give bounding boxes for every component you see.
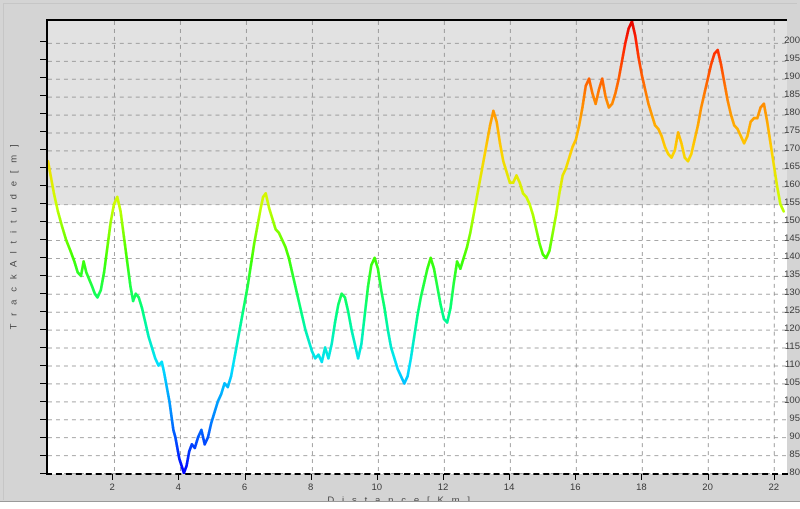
- y-tick-label: 130: [784, 287, 800, 298]
- x-tick-mark: [641, 474, 643, 480]
- y-tick-mark: [40, 41, 46, 42]
- y-tick-label: 110: [784, 359, 800, 370]
- y-tick-mark: [40, 437, 46, 438]
- y-tick-mark: [40, 275, 46, 276]
- y-tick-mark: [40, 113, 46, 114]
- y-tick-label: 190: [784, 71, 800, 82]
- y-tick-mark: [40, 59, 46, 60]
- y-tick-label: 95: [789, 413, 800, 424]
- y-tick-mark: [40, 167, 46, 168]
- x-tick-mark: [707, 474, 709, 480]
- plot-wrapper: [46, 19, 787, 474]
- x-tick-label: 2: [109, 482, 115, 493]
- y-tick-label: 155: [784, 197, 800, 208]
- y-tick-mark: [40, 293, 46, 294]
- y-tick-mark: [40, 239, 46, 240]
- x-tick-mark: [244, 474, 246, 480]
- y-tick-label: 100: [784, 395, 800, 406]
- x-tick-mark: [773, 474, 775, 480]
- window-bottom-strip: [0, 501, 800, 509]
- x-tick-label: 18: [636, 482, 647, 493]
- y-tick-label: 105: [784, 377, 800, 388]
- y-tick-label: 80: [789, 467, 800, 478]
- y-tick-mark: [40, 185, 46, 186]
- upper-shaded-band: [48, 21, 787, 205]
- y-tick-label: 160: [784, 179, 800, 190]
- y-tick-label: 185: [784, 89, 800, 100]
- x-tick-mark: [509, 474, 511, 480]
- x-tick-label: 4: [175, 482, 181, 493]
- x-tick-label: 22: [768, 482, 780, 493]
- y-tick-label: 150: [784, 215, 800, 226]
- y-tick-mark: [40, 257, 46, 258]
- x-tick-mark: [178, 474, 180, 480]
- plot-area[interactable]: [46, 19, 787, 474]
- y-tick-label: 175: [784, 125, 800, 136]
- x-tick-label: 12: [437, 482, 449, 493]
- y-tick-label: 195: [784, 53, 800, 64]
- y-tick-mark: [40, 203, 46, 204]
- y-tick-label: 125: [784, 305, 800, 316]
- x-tick-mark: [443, 474, 444, 480]
- y-tick-mark: [40, 329, 46, 330]
- y-tick-label: 200: [784, 35, 800, 46]
- y-tick-label: 180: [784, 107, 800, 118]
- y-tick-label: 145: [784, 233, 800, 244]
- y-tick-mark: [40, 131, 46, 132]
- x-tick-label: 16: [570, 482, 581, 493]
- y-axis-title: T r a c k A l t i t u d e [ m ]: [8, 141, 20, 330]
- y-tick-mark: [40, 419, 46, 420]
- y-tick-mark: [40, 347, 46, 348]
- x-axis-title: D i s t a n c e [ K m ]: [0, 495, 800, 506]
- y-tick-mark: [40, 401, 46, 402]
- gridlines: [48, 21, 787, 474]
- x-tick-label: 20: [702, 482, 713, 493]
- y-tick-label: 90: [789, 431, 800, 442]
- x-tick-label: 14: [503, 482, 515, 493]
- y-tick-mark: [40, 383, 46, 384]
- y-tick-mark: [40, 365, 46, 366]
- y-tick-label: 165: [784, 161, 800, 172]
- x-tick-mark: [376, 474, 378, 480]
- y-tick-mark: [40, 77, 46, 78]
- x-axis-baseline: [46, 473, 788, 475]
- y-tick-label: 85: [789, 449, 800, 460]
- x-tick-mark: [112, 474, 114, 480]
- y-tick-mark: [40, 149, 46, 150]
- x-tick-label: 8: [307, 482, 314, 493]
- x-tick-label: 6: [241, 482, 248, 493]
- x-tick-label: 10: [371, 482, 383, 493]
- y-tick-label: 140: [784, 251, 800, 262]
- y-tick-label: 170: [784, 143, 800, 154]
- x-tick-mark: [310, 474, 312, 480]
- y-tick-mark: [40, 221, 46, 222]
- y-tick-mark: [40, 95, 46, 96]
- altitude-profile-curve: [48, 21, 785, 474]
- y-tick-label: 115: [784, 341, 800, 352]
- y-tick-label: 135: [784, 269, 800, 280]
- y-tick-mark: [40, 311, 46, 312]
- y-tick-label: 120: [784, 323, 800, 334]
- y-tick-mark: [40, 455, 46, 456]
- y-tick-mark: [40, 473, 46, 474]
- x-tick-mark: [575, 474, 577, 480]
